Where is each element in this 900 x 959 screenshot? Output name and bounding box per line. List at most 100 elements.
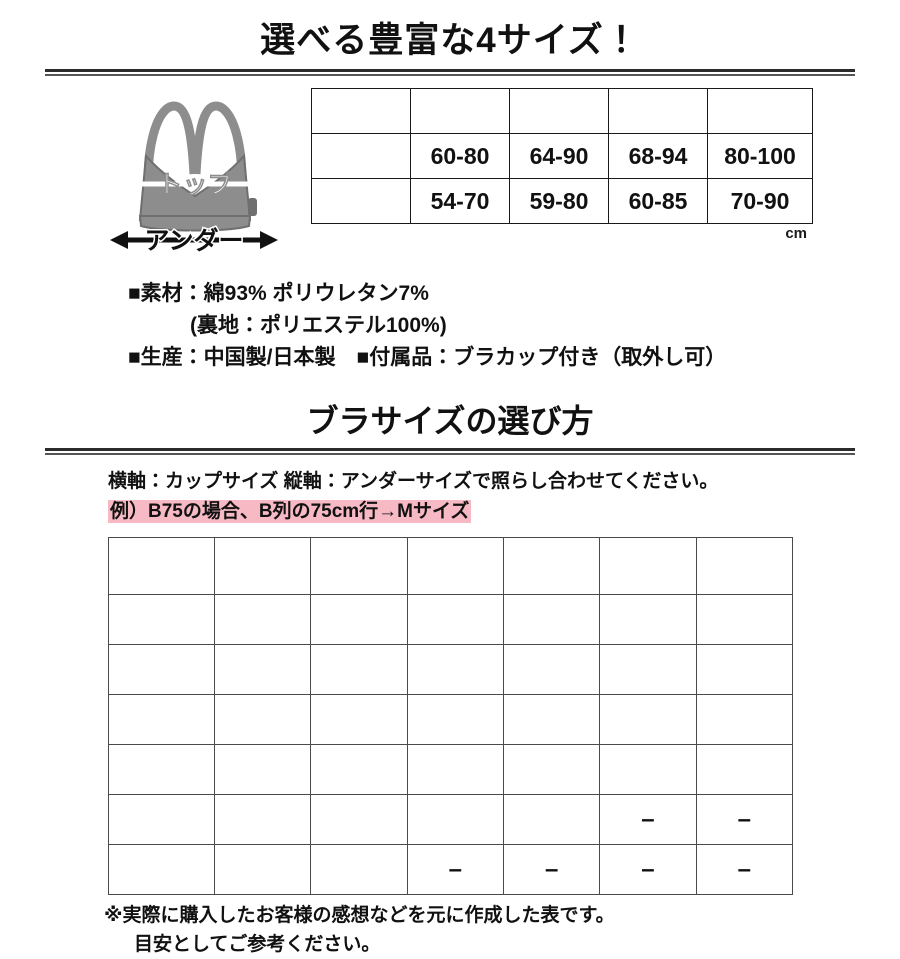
cell-under-m: 59-80 — [509, 178, 609, 224]
size-header-m: M — [509, 88, 609, 134]
matrix-cell-70-d: M — [502, 644, 601, 696]
matrix-cell-80-e: LL — [599, 744, 697, 796]
size-table-header-row: サイズ S M L LL — [311, 88, 813, 134]
matrix-cup-header-e: E — [599, 537, 697, 596]
page-title: 選べる豊富な4サイズ！ — [260, 21, 640, 60]
matrix-cell-75-b: M — [310, 694, 408, 746]
material-line-1: ■素材：綿93% ポリウレタン7% — [128, 282, 429, 305]
bra-size-matrix: カップ アンダー A B C D E F 65cm S S S M M M — [108, 537, 794, 896]
matrix-corner-cell: カップ アンダー — [108, 537, 215, 596]
cell-top-ll: 80-100 — [707, 133, 813, 179]
guide-text: 横軸：カップサイズ 縦軸：アンダーサイズで照らし合わせてください。 例）B75の… — [0, 467, 900, 529]
matrix-cell-85-d: LL — [502, 794, 601, 846]
guide-line-1: 横軸：カップサイズ 縦軸：アンダーサイズで照らし合わせてください。 — [108, 470, 719, 492]
matrix-cell-90-f: – — [695, 844, 794, 896]
matrix-cup-header-b: B — [310, 537, 408, 596]
table-row: 70cm M M M M M-L L — [108, 644, 794, 696]
matrix-cup-header-f: F — [695, 537, 794, 596]
matrix-cell-85-f: – — [695, 794, 794, 846]
matrix-cell-85-c: LL — [406, 794, 504, 846]
matrix-cell-75-d: L — [502, 694, 601, 746]
matrix-cell-80-f: LL — [695, 744, 794, 796]
matrix-cell-80-d: L-LL — [502, 744, 601, 796]
footer-note: ※実際に購入したお客様の感想などを元に作成した表です。 目安としてご参考ください… — [0, 902, 900, 959]
matrix-corner-under-label: アンダー — [112, 575, 168, 592]
table-row: 85cm LL LL LL LL – – — [108, 794, 794, 846]
matrix-cell-90-e: – — [599, 844, 697, 896]
table-row: 80cm L L L L-LL LL LL — [108, 744, 794, 796]
matrix-cell-80-b: L — [310, 744, 408, 796]
matrix-cell-90-b: LL — [310, 844, 408, 896]
matrix-header-row: カップ アンダー A B C D E F — [108, 537, 794, 596]
matrix-cell-80-c: L — [406, 744, 504, 796]
matrix-under-header-70: 70cm — [108, 644, 215, 696]
top-section: トップ アンダー サイズ S M L LL トップ — [0, 76, 900, 252]
title-divider — [45, 69, 855, 76]
size-table-wrap: サイズ S M L LL トップ 60-80 64-90 68-94 80-10… — [311, 88, 813, 242]
matrix-cell-90-c: – — [406, 844, 504, 896]
bra-figure-svg: トップ アンダー — [100, 101, 290, 252]
matrix-under-header-65: 65cm — [108, 594, 215, 646]
guide-line-2-highlight: 例）B75の場合、B列の75cm行→Mサイズ — [108, 500, 472, 524]
cell-top-l: 68-94 — [608, 133, 708, 179]
row-label-top: トップ — [311, 133, 411, 179]
matrix-under-header-90: 90cm — [108, 844, 215, 896]
matrix-cell-70-e: M-L — [599, 644, 697, 696]
matrix-under-header-75: 75cm — [108, 694, 215, 746]
cell-under-ll: 70-90 — [707, 178, 813, 224]
matrix-cell-75-f: L-LL — [695, 694, 794, 746]
cell-top-s: 60-80 — [410, 133, 510, 179]
top-measure-arrow — [100, 175, 290, 193]
table-row: 90cm LL LL – – – – — [108, 844, 794, 896]
matrix-cell-70-c: M — [406, 644, 504, 696]
matrix-cell-70-b: M — [310, 644, 408, 696]
matrix-cell-70-f: L — [695, 644, 794, 696]
section-divider — [45, 447, 855, 455]
cell-top-m: 64-90 — [509, 133, 609, 179]
matrix-under-header-80: 80cm — [108, 744, 215, 796]
matrix-cell-75-e: L — [599, 694, 697, 746]
size-table-header-label: サイズ — [311, 88, 411, 134]
section-title-bra-size-guide: ブラサイズの選び方 — [306, 402, 594, 439]
matrix-cell-65-b: S — [310, 594, 408, 646]
matrix-cup-header-c: C — [406, 537, 504, 596]
top-label-text: トップ — [157, 171, 233, 199]
matrix-cell-65-f: M — [695, 594, 794, 646]
unit-label: cm — [785, 225, 807, 242]
size-table: サイズ S M L LL トップ 60-80 64-90 68-94 80-10… — [311, 88, 813, 224]
diagonal-slash-icon — [109, 538, 214, 595]
matrix-cup-header-a: A — [213, 537, 312, 596]
size-header-l: L — [608, 88, 708, 134]
bra-size-matrix-wrap: カップ アンダー A B C D E F 65cm S S S M M M — [0, 537, 900, 896]
table-row: トップ 60-80 64-90 68-94 80-100 — [311, 133, 813, 179]
footer-line-1: ※実際に購入したお客様の感想などを元に作成した表です。 — [104, 905, 615, 927]
under-measure-arrow — [110, 231, 278, 249]
matrix-cell-85-e: – — [599, 794, 697, 846]
material-line-3: ■生産：中国製/日本製 ■付属品：ブラカップ付き（取外し可） — [128, 345, 727, 369]
material-line-2: (裏地：ポリエステル100%) — [190, 313, 447, 337]
matrix-cell-70-a: M — [213, 644, 312, 696]
matrix-corner-cup-label: カップ — [167, 541, 209, 558]
matrix-cell-80-a: L — [213, 744, 312, 796]
matrix-cell-85-a: LL — [213, 794, 312, 846]
material-info: ■素材：綿93% ポリウレタン7% (裏地：ポリエステル100%) ■生産：中国… — [0, 278, 900, 374]
table-row: アンダー 54-70 59-80 60-85 70-90 — [311, 178, 813, 224]
cell-under-l: 60-85 — [608, 178, 708, 224]
bra-illustration: トップ アンダー — [88, 92, 303, 252]
matrix-cell-90-a: LL — [213, 844, 312, 896]
matrix-cell-65-e: M — [599, 594, 697, 646]
matrix-cell-75-a: M — [213, 694, 312, 746]
table-row: 65cm S S S M M M — [108, 594, 794, 646]
footer-line-2: 目安としてご参考ください。 — [134, 933, 381, 955]
matrix-cell-65-a: S — [213, 594, 312, 646]
row-label-under: アンダー — [311, 178, 411, 224]
matrix-cell-65-d: M — [502, 594, 601, 646]
size-header-ll: LL — [707, 88, 813, 134]
guide-line-2-wrap: 例）B75の場合、B列の75cm行→Mサイズ — [108, 497, 900, 528]
matrix-cup-header-d: D — [502, 537, 601, 596]
matrix-cell-90-d: – — [502, 844, 601, 896]
cell-under-s: 54-70 — [410, 178, 510, 224]
matrix-cell-65-c: S — [406, 594, 504, 646]
table-row: 75cm M M M L L L-LL — [108, 694, 794, 746]
under-label-text: アンダー — [144, 226, 243, 252]
